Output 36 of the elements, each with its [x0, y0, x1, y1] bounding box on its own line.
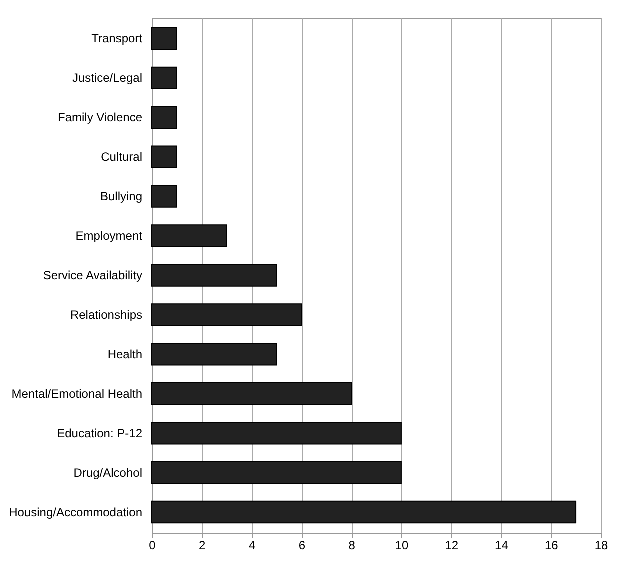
- x-tick-label: 14: [495, 538, 509, 552]
- x-tick-label: 6: [298, 538, 306, 552]
- y-tick-label: Transport: [92, 32, 144, 46]
- bar: [152, 461, 402, 484]
- x-tick-label: 18: [594, 538, 608, 552]
- y-tick-label: Bullying: [100, 190, 142, 204]
- x-tick-label: 0: [149, 538, 156, 552]
- bar: [152, 343, 278, 366]
- bar: [152, 304, 302, 326]
- bar: [152, 382, 352, 406]
- bar: [152, 264, 278, 287]
- bar: [152, 500, 577, 524]
- y-tick-label: Employment: [76, 229, 144, 244]
- bar: [152, 185, 178, 208]
- x-tick-label: 10: [395, 538, 409, 552]
- y-tick-label: Health: [108, 347, 142, 362]
- y-tick-label: Education: P-12: [57, 426, 143, 440]
- y-tick-label: Mental/Emotional Health: [12, 386, 142, 401]
- bar: [152, 106, 178, 129]
- y-tick-label: Justice/Legal: [72, 71, 142, 86]
- y-tick-label: Relationships: [70, 308, 142, 322]
- x-tick-label: 8: [348, 538, 356, 552]
- x-tick-label: 16: [544, 538, 559, 552]
- bar: [152, 422, 402, 445]
- y-tick-label: Service Availability: [43, 268, 142, 282]
- bar: [152, 66, 178, 90]
- y-tick-label: Cultural: [101, 150, 142, 164]
- bar: [152, 146, 178, 168]
- bar: [152, 224, 228, 248]
- y-tick-label: Housing/Accommodation: [9, 505, 142, 520]
- y-tick-label: Drug/Alcohol: [74, 466, 142, 480]
- x-tick-label: 4: [248, 538, 256, 552]
- x-tick-label: 12: [445, 538, 459, 552]
- bar: [152, 27, 178, 50]
- y-tick-label: Family Violence: [58, 110, 143, 125]
- x-tick-label: 2: [199, 538, 206, 552]
